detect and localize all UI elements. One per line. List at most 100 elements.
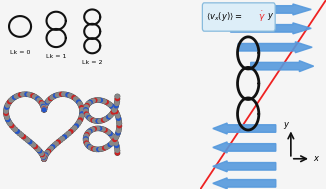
Circle shape [91, 146, 96, 151]
Circle shape [90, 127, 96, 132]
Circle shape [101, 118, 106, 123]
Circle shape [19, 132, 24, 138]
Circle shape [3, 109, 8, 114]
Circle shape [102, 117, 108, 122]
Circle shape [36, 147, 41, 153]
Circle shape [117, 121, 122, 126]
Circle shape [29, 141, 35, 146]
Circle shape [65, 92, 71, 98]
FancyArrow shape [213, 161, 276, 172]
Circle shape [44, 100, 50, 105]
Circle shape [41, 107, 47, 112]
Circle shape [108, 131, 113, 136]
Circle shape [32, 94, 37, 99]
Circle shape [111, 105, 116, 110]
Circle shape [77, 101, 82, 106]
Circle shape [44, 151, 49, 156]
Circle shape [112, 107, 117, 112]
Circle shape [107, 142, 113, 148]
Circle shape [97, 119, 102, 123]
FancyArrow shape [230, 23, 311, 34]
Circle shape [116, 116, 121, 121]
Circle shape [83, 137, 89, 143]
Circle shape [84, 142, 90, 146]
Circle shape [41, 156, 47, 161]
Circle shape [109, 111, 115, 117]
Circle shape [106, 129, 111, 135]
Circle shape [45, 150, 50, 155]
Circle shape [114, 94, 120, 99]
Circle shape [109, 112, 114, 117]
Circle shape [86, 144, 92, 149]
Circle shape [111, 108, 117, 113]
Circle shape [80, 111, 85, 116]
Circle shape [75, 121, 81, 127]
Circle shape [39, 152, 45, 158]
Circle shape [41, 156, 47, 161]
Circle shape [55, 139, 61, 145]
Circle shape [52, 93, 58, 98]
Circle shape [14, 94, 19, 99]
Circle shape [78, 103, 83, 108]
Circle shape [61, 91, 67, 97]
Circle shape [4, 107, 9, 112]
Circle shape [18, 92, 23, 97]
Circle shape [41, 156, 47, 161]
Circle shape [96, 147, 101, 152]
Circle shape [35, 96, 41, 101]
Circle shape [58, 91, 65, 97]
Circle shape [53, 141, 59, 146]
Circle shape [39, 151, 44, 156]
Circle shape [91, 118, 97, 123]
Circle shape [27, 139, 33, 145]
Circle shape [41, 107, 47, 112]
Circle shape [41, 107, 47, 113]
Circle shape [109, 103, 115, 109]
Circle shape [43, 102, 48, 107]
Circle shape [114, 101, 119, 106]
Circle shape [57, 92, 62, 97]
Circle shape [63, 92, 68, 97]
Circle shape [95, 125, 101, 131]
Circle shape [51, 94, 57, 99]
Circle shape [54, 141, 59, 146]
Circle shape [115, 114, 121, 119]
Circle shape [65, 92, 70, 97]
Circle shape [83, 104, 89, 109]
Circle shape [22, 91, 28, 97]
Circle shape [83, 107, 89, 112]
Circle shape [114, 150, 120, 156]
Circle shape [59, 92, 64, 97]
Circle shape [106, 101, 111, 106]
Circle shape [84, 103, 90, 108]
Circle shape [106, 114, 111, 120]
Circle shape [116, 126, 122, 131]
Circle shape [112, 105, 118, 111]
Circle shape [98, 118, 105, 123]
Circle shape [83, 110, 89, 115]
Circle shape [83, 108, 89, 114]
Circle shape [94, 98, 99, 102]
Circle shape [84, 113, 90, 118]
Circle shape [97, 146, 104, 152]
Circle shape [92, 147, 97, 152]
Circle shape [60, 136, 65, 141]
Circle shape [10, 96, 15, 101]
Circle shape [54, 92, 60, 98]
Circle shape [7, 99, 13, 105]
Circle shape [69, 94, 75, 99]
Circle shape [111, 139, 116, 144]
Circle shape [102, 99, 107, 104]
Circle shape [41, 155, 48, 160]
Circle shape [90, 117, 96, 123]
Circle shape [9, 123, 14, 128]
Circle shape [89, 128, 94, 132]
Circle shape [105, 101, 111, 106]
Circle shape [79, 115, 84, 120]
Circle shape [104, 129, 110, 134]
Circle shape [73, 96, 78, 101]
Circle shape [37, 148, 43, 154]
Circle shape [12, 95, 17, 100]
Circle shape [32, 94, 37, 99]
Circle shape [106, 130, 111, 135]
